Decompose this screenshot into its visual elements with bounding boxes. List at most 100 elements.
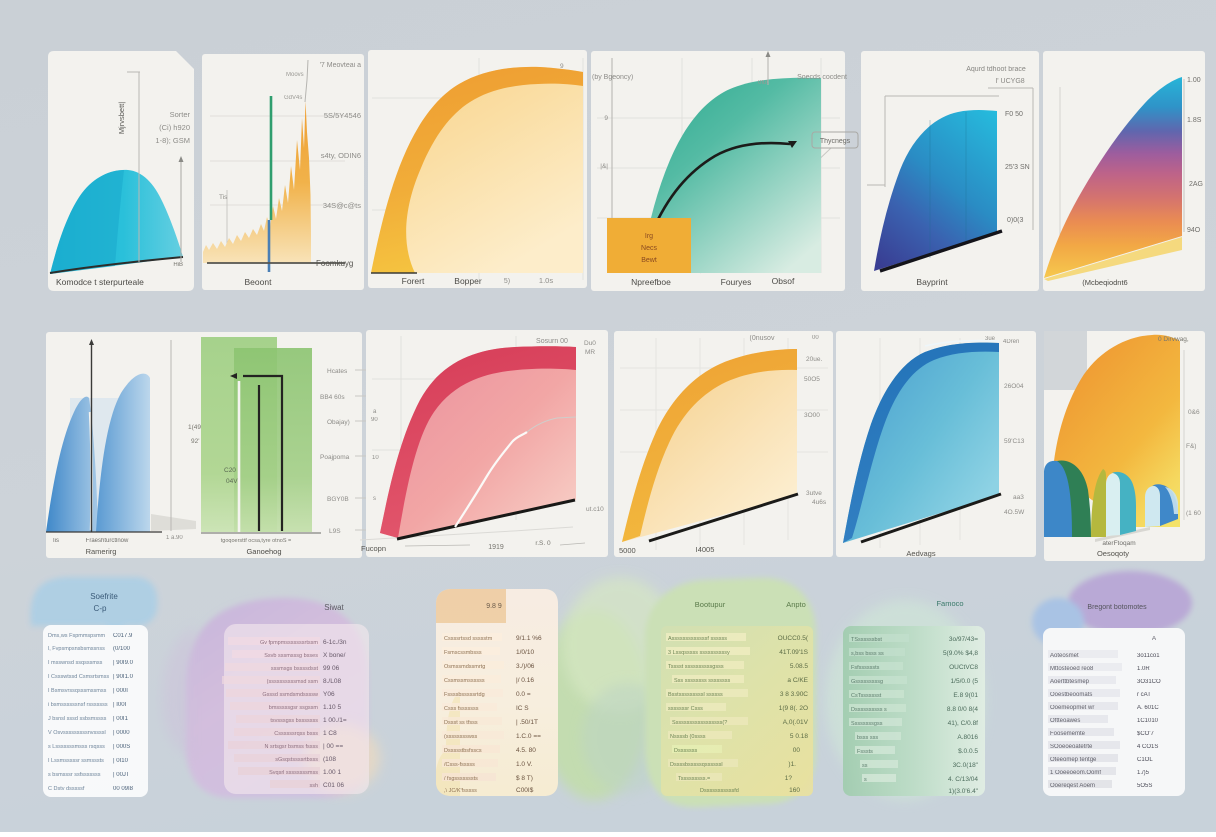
svg-text:Svqsrl ssssssssmss: Svqsrl ssssssssmss — [269, 770, 318, 776]
svg-text:3./)/06: 3./)/06 — [516, 663, 535, 670]
svg-text:HiB: HiB — [173, 262, 183, 268]
svg-text:r.S. 0: r.S. 0 — [535, 540, 551, 547]
svg-text:F&): F&) — [1186, 443, 1196, 450]
svg-text:3 8 3.90C: 3 8 3.90C — [780, 691, 808, 698]
svg-text:1/5/0.0 (5: 1/5/0.0 (5 — [951, 678, 979, 685]
svg-text:Osmssmdssmrtg: Osmssmdssmrtg — [444, 664, 485, 670]
svg-text:/Csss-fsssss: /Csss-fsssss — [444, 762, 475, 768]
svg-text:'7 Meovteai a: '7 Meovteai a — [320, 62, 362, 69]
svg-text:SOoeoeoatetrte: SOoeoeoatetrte — [1050, 744, 1093, 750]
svg-text:00: 00 — [812, 335, 819, 341]
svg-text:0 Dirvwag,: 0 Dirvwag, — [1158, 336, 1189, 343]
svg-text:I Lssmsssssr ssmsssts: I Lssmsssssr ssmsssts — [48, 758, 104, 764]
svg-text:25'3 SN: 25'3 SN — [1005, 164, 1030, 171]
svg-text:34S@c@ts: 34S@c@ts — [323, 201, 361, 210]
svg-text:I msswnsd ssqsssmss: I msswnsd ssqsssmss — [48, 660, 103, 666]
svg-text:Bayprint: Bayprint — [916, 277, 948, 287]
svg-text:A,0(.01V: A,0(.01V — [783, 719, 809, 726]
svg-text:8./L08: 8./L08 — [323, 678, 341, 685]
svg-text:Foosememte: Foosememte — [1050, 731, 1086, 737]
svg-text:1)(3.0'6.4": 1)(3.0'6.4" — [948, 788, 978, 795]
svg-text:X bone/: X bone/ — [323, 652, 346, 659]
svg-text:Obajay): Obajay) — [327, 419, 350, 426]
svg-text:5 0.18: 5 0.18 — [790, 733, 808, 740]
svg-text:Dsssssssssssfd: Dsssssssssssfd — [700, 788, 739, 794]
svg-text:Ssssssssssssssssss(?: Ssssssssssssssssss(? — [672, 720, 727, 726]
svg-text:1./)5: 1./)5 — [1137, 770, 1150, 776]
svg-text:Ssvb sssmsssg bsses: Ssvb sssmsssg bsses — [264, 653, 318, 659]
svg-text:1.0R: 1.0R — [1137, 666, 1150, 672]
svg-text:Sss ssssssss ssssssss: Sss ssssssss ssssssss — [674, 678, 730, 684]
svg-text:Dssssstbsfsscs: Dssssstbsfsscs — [444, 748, 482, 754]
svg-text:C017.9: C017.9 — [113, 633, 133, 639]
svg-text:s bsmsssr ssfsssssss: s bsmsssr ssfsssssss — [48, 772, 101, 778]
svg-text:Dms,ws Fspmmspsmm: Dms,ws Fspmmspsmm — [48, 633, 106, 639]
svg-text:Dssssssssss s: Dssssssssss s — [851, 707, 887, 713]
svg-text:sGsqstssssrtbsss: sGsqstssssrtbsss — [275, 757, 318, 763]
svg-text:3O31CO: 3O31CO — [1137, 679, 1161, 685]
svg-text:160: 160 — [789, 787, 800, 794]
svg-text:$CO'7: $CO'7 — [1137, 731, 1154, 737]
svg-text:,\ JC/K'fsssss: ,\ JC/K'fsssss — [444, 788, 477, 794]
svg-text:Tsssst ssssssssssgsss: Tsssst ssssssssssgsss — [668, 664, 724, 670]
svg-text:OUCtVC8: OUCtVC8 — [949, 664, 978, 671]
svg-text:5O5S: 5O5S — [1137, 783, 1152, 789]
svg-text:(Ci) h920: (Ci) h920 — [159, 123, 190, 132]
svg-text:Y06: Y06 — [323, 691, 335, 698]
svg-text:Bregont botomotes: Bregont botomotes — [1087, 604, 1147, 611]
svg-text:a: a — [373, 409, 377, 415]
svg-text:1(49': 1(49' — [188, 424, 202, 431]
svg-text:41), C/0.8f: 41), C/0.8f — [948, 720, 979, 727]
svg-text:(108: (108 — [323, 756, 336, 763]
svg-text:Anpto: Anpto — [786, 600, 806, 609]
svg-text:| 90I1.0: | 90I1.0 — [113, 674, 134, 680]
svg-text:5): 5) — [504, 278, 510, 285]
svg-text:tgoqoersttf ocsa,tyre otnoS =: tgoqoersttf ocsa,tyre otnoS = — [221, 538, 291, 544]
svg-text:Poajpoma: Poajpoma — [320, 454, 350, 461]
svg-text:BB4 60s: BB4 60s — [320, 394, 345, 401]
svg-text:Gsssssssssg: Gsssssssssg — [851, 679, 883, 685]
svg-text:Fsfssssssts: Fsfssssssts — [851, 665, 880, 671]
svg-text:A: A — [1152, 636, 1156, 642]
svg-text:00: 00 — [793, 747, 801, 754]
svg-text:Ooestbeoomats: Ooestbeoomats — [1050, 692, 1092, 698]
svg-text:Ssssssssgss: Ssssssssgss — [851, 721, 883, 727]
svg-text:3utve: 3utve — [806, 490, 822, 497]
svg-text:Tis: Tis — [219, 194, 228, 201]
svg-text:0&6: 0&6 — [1188, 409, 1200, 416]
svg-text:s: s — [373, 496, 376, 502]
svg-text:4u6s: 4u6s — [812, 499, 827, 506]
svg-text:41T.09'1S: 41T.09'1S — [779, 649, 808, 656]
svg-text:CsTssssssst: CsTssssssst — [851, 693, 882, 699]
svg-text:Oteeomep tentge: Oteeomep tentge — [1050, 757, 1097, 763]
svg-text:20ue.: 20ue. — [806, 356, 822, 363]
svg-text:26O04: 26O04 — [1004, 383, 1024, 390]
svg-text:GdV4s: GdV4s — [284, 95, 302, 101]
svg-text:Aqurd tdhoot brace: Aqurd tdhoot brace — [966, 66, 1026, 73]
svg-text:4Dren: 4Dren — [1003, 339, 1019, 345]
svg-text:| I00I: | I00I — [113, 702, 127, 708]
svg-text:1 a.90: 1 a.90 — [166, 535, 183, 541]
svg-text:10: 10 — [372, 455, 379, 461]
svg-text:bsss sss: bsss sss — [857, 735, 878, 741]
svg-text:92': 92' — [191, 438, 199, 445]
svg-text:Bootupur: Bootupur — [695, 600, 726, 609]
svg-text:Fouryes: Fouryes — [721, 277, 752, 287]
svg-text:Ganoehog: Ganoehog — [246, 547, 281, 556]
svg-text:8.8 0/0 8(4: 8.8 0/0 8(4 — [947, 706, 978, 713]
svg-text:C00I$: C00I$ — [516, 787, 534, 794]
svg-text:Fsssts: Fsssts — [857, 749, 873, 755]
svg-text:Cssmssmssssss: Cssmssmssssss — [444, 678, 485, 684]
svg-text:| 0000: | 0000 — [113, 730, 130, 736]
svg-text:Irg: Irg — [645, 233, 653, 240]
svg-text:5000: 5000 — [619, 546, 636, 555]
svg-text:| 0I10: | 0I10 — [113, 758, 129, 764]
svg-text:3o/97/43=: 3o/97/43= — [949, 636, 978, 643]
svg-text:Nssssb (0ssss: Nssssb (0ssss — [670, 734, 706, 740]
svg-text:C1OL: C1OL — [1137, 757, 1153, 763]
svg-text:2AG: 2AG — [1189, 181, 1203, 188]
svg-text:MR: MR — [585, 349, 595, 356]
svg-text:$ 8 T): $ 8 T) — [516, 775, 533, 782]
svg-text:5.08.5: 5.08.5 — [790, 663, 808, 670]
svg-text:1?: 1? — [785, 775, 793, 782]
